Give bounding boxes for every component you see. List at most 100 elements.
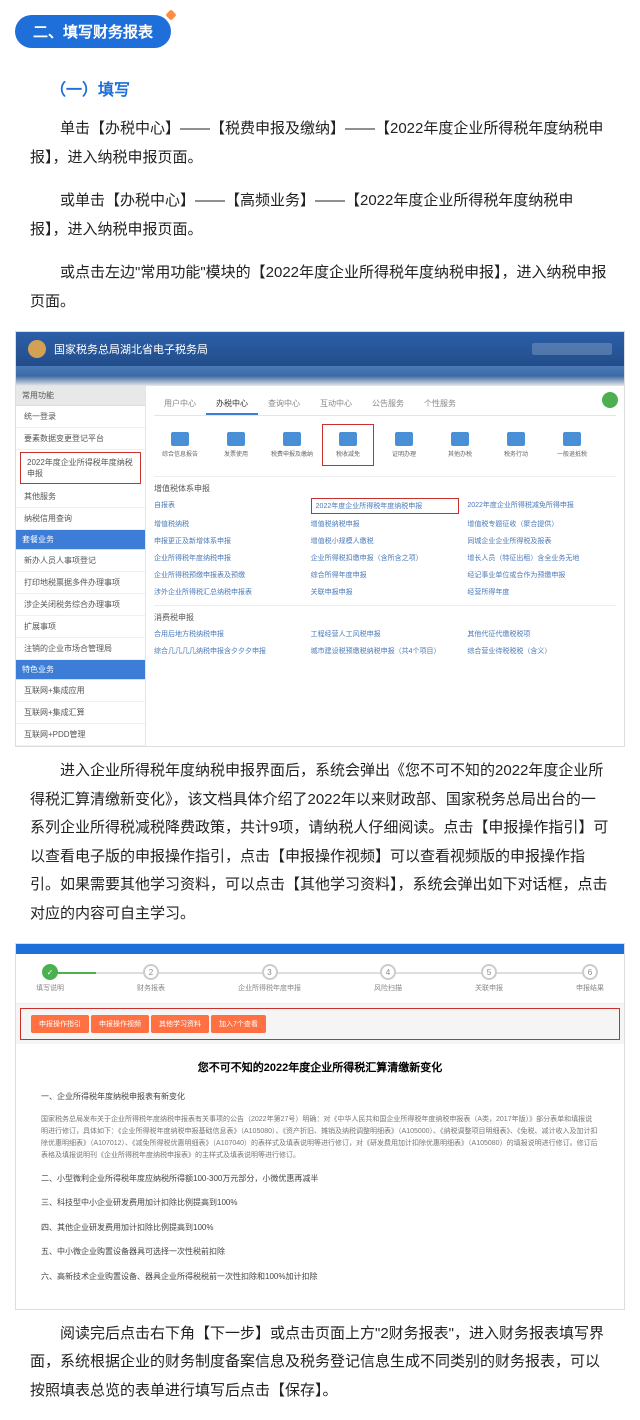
tab[interactable]: 互动中心 <box>310 394 362 415</box>
portal-link[interactable]: 增值税纳税申报 <box>311 517 460 531</box>
step-line <box>46 972 594 974</box>
portal-link[interactable]: 申报更正及新增体系申报 <box>154 534 303 548</box>
link-grid: 自报表 2022年度企业所得税年度纳税申报 2022年度企业所得税减免所得申报 … <box>154 498 616 599</box>
wizard-topbar <box>16 944 624 954</box>
icon-nav-item[interactable]: 综合信息报告 <box>154 424 206 466</box>
sidebar-item[interactable]: 扩展事项 <box>16 616 145 638</box>
paragraph-1: 单击【办税中心】——【税费申报及缴纳】——【2022年度企业所得税年度纳税申报】… <box>30 115 610 172</box>
tab[interactable]: 个性服务 <box>414 394 466 415</box>
portal-link[interactable]: 企业所得税预缴申报表及预缴 <box>154 568 303 582</box>
wizard-step-3[interactable]: 3企业所得税年度申报 <box>238 964 301 993</box>
policy-detail: 国家税务总局发布关于企业所得税年度纳税申报表有关事项的公告（2022年第27号）… <box>41 1114 599 1162</box>
content-title: 您不可不知的2022年度企业所得税汇算清缴新变化 <box>41 1059 599 1075</box>
portal-link[interactable]: 综合所得年度申报 <box>311 568 460 582</box>
monitor-icon <box>451 432 469 446</box>
sidebar-item[interactable]: 纳税信用查询 <box>16 508 145 530</box>
sidebar-item[interactable]: 要素数据变更登记平台 <box>16 428 145 450</box>
monitor-icon <box>171 432 189 446</box>
materials-button[interactable]: 其他学习资料 <box>151 1015 209 1033</box>
monitor-icon <box>507 432 525 446</box>
sidebar-item[interactable]: 注销的企业市场合管理局 <box>16 638 145 660</box>
portal-link[interactable]: 企业所得税年度纳税申报 <box>154 551 303 565</box>
portal-link[interactable]: 合用后地方税纳税申报 <box>154 627 303 641</box>
wizard-action-buttons: 申报操作指引 申报操作视频 其他学习资料 加入7个查看 <box>20 1008 620 1040</box>
paragraph-4: 进入企业所得税年度纳税申报界面后，系统会弹出《您不可不知的2022年度企业所得税… <box>30 757 610 928</box>
portal-link[interactable]: 综合营业待税税税（含义） <box>467 644 616 658</box>
portal-link[interactable]: 2022年度企业所得税减免所得申报 <box>467 498 616 514</box>
icon-nav-item[interactable]: 发票使用 <box>210 424 262 466</box>
policy-item: 二、小型微利企业所得税年度应纳税所得额100-300万元部分，小微优惠再减半 <box>41 1172 599 1186</box>
portal-link-highlighted[interactable]: 2022年度企业所得税年度纳税申报 <box>311 498 460 514</box>
portal-link[interactable]: 同城企业企业所得税及报表 <box>467 534 616 548</box>
sidebar-item-highlighted[interactable]: 2022年度企业所得税年度纳税申报 <box>20 452 141 484</box>
paragraph-2: 或单击【办税中心】——【高频业务】——【2022年度企业所得税年度纳税申报】，进… <box>30 187 610 244</box>
portal-link[interactable]: 企业所得税扣缴申报（含所含之项） <box>311 551 460 565</box>
tab-active[interactable]: 办税中心 <box>206 394 258 415</box>
portal-link[interactable]: 自报表 <box>154 498 303 514</box>
link-section-label: 增值税体系申报 <box>154 476 616 498</box>
portal-link[interactable]: 增值税纳税 <box>154 517 303 531</box>
portal-link[interactable]: 经营所得年度 <box>467 585 616 599</box>
screenshot-tax-portal: 国家税务总局湖北省电子税务局 常用功能 统一登录 要素数据变更登记平台 2022… <box>15 331 625 747</box>
tab[interactable]: 查询中心 <box>258 394 310 415</box>
portal-link[interactable]: 工程经营人工风税申报 <box>311 627 460 641</box>
portal-title: 国家税务总局湖北省电子税务局 <box>54 341 208 357</box>
tab[interactable]: 公告服务 <box>362 394 414 415</box>
wizard-step-6[interactable]: 6申报结果 <box>576 964 604 993</box>
policy-item: 四、其他企业研发费用加计扣除比例提高到100% <box>41 1221 599 1235</box>
portal-link[interactable]: 增值税专题征收（聚合提供） <box>467 517 616 531</box>
sidebar-item[interactable]: 统一登录 <box>16 406 145 428</box>
policy-item: 三、科技型中小企业研发费用加计扣除比例提高到100% <box>41 1196 599 1210</box>
monitor-icon <box>563 432 581 446</box>
link-section-label: 消费税申报 <box>154 605 616 627</box>
icon-nav-item[interactable]: 税务行动 <box>490 424 542 466</box>
portal-titlebar: 国家税务总局湖北省电子税务局 <box>16 332 624 366</box>
icon-nav-item[interactable]: 其他办税 <box>434 424 486 466</box>
portal-link[interactable]: 经记事业单位或合作为预缴申报 <box>467 568 616 582</box>
portal-sidebar: 常用功能 统一登录 要素数据变更登记平台 2022年度企业所得税年度纳税申报 其… <box>16 386 146 746</box>
paragraph-5: 阅读完后点击右下角【下一步】或点击页面上方"2财务报表"，进入财务报表填写界面，… <box>30 1320 610 1406</box>
portal-link[interactable]: 增值税小规模人缴税 <box>311 534 460 548</box>
sidebar-item[interactable]: 新办人员人事项登记 <box>16 550 145 572</box>
paragraph-3: 或点击左边"常用功能"模块的【2022年度企业所得税年度纳税申报】，进入纳税申报… <box>30 259 610 316</box>
tab[interactable]: 用户中心 <box>154 394 206 415</box>
sidebar-item[interactable]: 互联网+集成应用 <box>16 680 145 702</box>
banner-decoration <box>16 366 624 386</box>
sidebar-section-package: 套餐业务 <box>16 530 145 550</box>
icon-nav-item[interactable]: 税费申报及缴纳 <box>266 424 318 466</box>
monitor-icon <box>339 432 357 446</box>
sidebar-item[interactable]: 其他服务 <box>16 486 145 508</box>
portal-link[interactable]: 城市建设税预缴税纳税申报（共4个项目） <box>311 644 460 658</box>
section-header: 二、填写财务报表 <box>15 15 171 48</box>
sidebar-item[interactable]: 互联网+PDD管理 <box>16 724 145 746</box>
main-tabs: 用户中心 办税中心 查询中心 互动中心 公告服务 个性服务 <box>154 394 616 416</box>
extra-button[interactable]: 加入7个查看 <box>211 1015 266 1033</box>
portal-link[interactable]: 其他代征代缴税税项 <box>467 627 616 641</box>
wizard-step-5[interactable]: 5关联申报 <box>475 964 503 993</box>
sidebar-item[interactable]: 涉企关闭税务综合办理事项 <box>16 594 145 616</box>
portal-link[interactable]: 综合几几几几纳税申报含夕夕夕申报 <box>154 644 303 658</box>
guide-button[interactable]: 申报操作指引 <box>31 1015 89 1033</box>
wizard-steps: ✓填写说明 2财务报表 3企业所得税年度申报 4风险扫描 5关联申报 6申报结果 <box>16 954 624 1004</box>
icon-nav-item[interactable]: 证明办理 <box>378 424 430 466</box>
sidebar-section-special: 特色业务 <box>16 660 145 680</box>
chat-icon[interactable] <box>602 392 618 408</box>
link-grid: 合用后地方税纳税申报 工程经营人工风税申报 其他代征代缴税税项 综合几几几几纳税… <box>154 627 616 658</box>
search-box[interactable] <box>532 343 612 355</box>
logo-icon <box>28 340 46 358</box>
video-button[interactable]: 申报操作视频 <box>91 1015 149 1033</box>
monitor-icon <box>283 432 301 446</box>
wizard-step-1[interactable]: ✓填写说明 <box>36 964 64 993</box>
wizard-step-4[interactable]: 4风险扫描 <box>374 964 402 993</box>
monitor-icon <box>227 432 245 446</box>
portal-link[interactable]: 涉外企业所得税汇总纳税申报表 <box>154 585 303 599</box>
portal-link[interactable]: 关联申报申报 <box>311 585 460 599</box>
policy-item: 六、高新技术企业购置设备、器具企业所得税税前一次性扣除和100%加计扣除 <box>41 1270 599 1284</box>
portal-link[interactable]: 增长人员（特征出租）含全业务无地 <box>467 551 616 565</box>
sidebar-item[interactable]: 打印地税票据多件办理事项 <box>16 572 145 594</box>
sidebar-item[interactable]: 互联网+集成汇算 <box>16 702 145 724</box>
icon-nav-item-highlighted[interactable]: 税收减免 <box>322 424 374 466</box>
icon-nav-item[interactable]: 一般退抵税 <box>546 424 598 466</box>
wizard-step-2[interactable]: 2财务报表 <box>137 964 165 993</box>
policy-item: 一、企业所得税年度纳税申报表有新变化 <box>41 1090 599 1104</box>
